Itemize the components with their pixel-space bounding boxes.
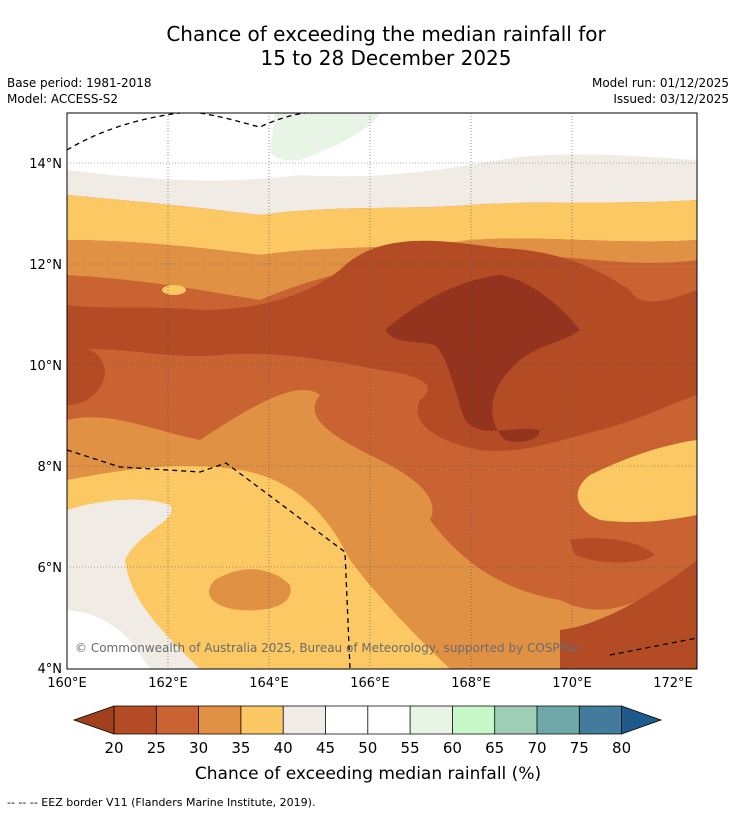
colorbar-seg-25-30	[156, 706, 199, 734]
map-figure: © Commonwealth of Australia 2025, Bureau…	[29, 112, 698, 691]
eez-borders	[66, 112, 698, 670]
colorbar-tick: 30	[189, 739, 208, 757]
lon-tick-162: 162°E	[148, 676, 188, 691]
colorbar-tick: 75	[570, 739, 589, 757]
lat-tick-8: 8°N	[38, 460, 63, 475]
colorbar-segments	[74, 706, 661, 734]
region-35-40-east	[577, 440, 697, 523]
copyright-text: © Commonwealth of Australia 2025, Bureau…	[75, 641, 580, 655]
colorbar-tick: 25	[147, 739, 166, 757]
colorbar-seg-45-50	[325, 706, 368, 734]
title-line-2: 15 to 28 December 2025	[260, 46, 512, 70]
colorbar-tick: 20	[104, 739, 123, 757]
region-45-55-south	[67, 610, 150, 669]
colorbar-seg-70-75	[537, 706, 580, 734]
colorbar-seg-75-80	[579, 706, 622, 734]
rainfall-probability-field	[67, 113, 697, 669]
model-name: Model: ACCESS-S2	[7, 92, 119, 106]
lon-tick-172: 172°E	[653, 676, 693, 691]
lat-tick-12: 12°N	[29, 258, 62, 273]
colorbar-label: Chance of exceeding median rainfall (%)	[194, 764, 542, 784]
meta-right: Model run: 01/12/2025 Issued: 03/12/2025	[592, 75, 729, 107]
colorbar-seg-35-40	[240, 706, 284, 734]
colorbar-tick: 80	[612, 739, 631, 757]
lon-tick-170: 170°E	[552, 676, 592, 691]
lat-tick-10: 10°N	[29, 359, 62, 374]
colorbar-tick: 55	[401, 739, 420, 757]
lat-tick-4: 4°N	[38, 662, 63, 677]
colorbar-seg-60-65	[452, 706, 495, 734]
region-20-25-southeast	[560, 560, 697, 669]
map-title: Chance of exceeding the median rainfall …	[0, 22, 736, 70]
region-20-25-spot	[570, 538, 655, 563]
colorbar-tick: 50	[358, 739, 377, 757]
colorbar-seg-40-45	[283, 706, 326, 734]
map-frame	[66, 112, 698, 670]
colorbar-tick: 60	[443, 739, 462, 757]
colorbar-seg-65-70	[494, 706, 537, 734]
base-period: Base period: 1981-2018	[7, 76, 152, 90]
meta-left: Base period: 1981-2018 Model: ACCESS-S2	[7, 75, 152, 107]
colorbar-outline	[72, 705, 663, 735]
issued-date: Issued: 03/12/2025	[613, 92, 729, 106]
eez-footnote: -- -- -- EEZ border V11 (Flanders Marine…	[7, 796, 316, 809]
colorbar: 20 25 30 35 40 45 50 55 60 65 70 75 80	[72, 705, 663, 757]
colorbar-seg-20-25	[114, 706, 157, 734]
lon-tick-168: 168°E	[451, 676, 491, 691]
colorbar-tick: 70	[527, 739, 546, 757]
colorbar-tick: 45	[316, 739, 335, 757]
colorbar-tick: 65	[485, 739, 504, 757]
lat-tick-6: 6°N	[38, 561, 63, 576]
lon-tick-164: 164°E	[249, 676, 289, 691]
region-35-40-north	[67, 195, 697, 255]
lon-ticks: 160°E 162°E 164°E 166°E 168°E 170°E 172°…	[47, 676, 693, 691]
region-30-35-spot	[209, 569, 291, 611]
graticule	[67, 113, 697, 669]
colorbar-tick: 40	[274, 739, 293, 757]
region-45-55-north	[67, 113, 697, 181]
region-35-40-spot	[162, 285, 186, 295]
lat-tick-14: 14°N	[29, 157, 62, 172]
colorbar-seg-55-60	[410, 706, 453, 734]
colorbar-arrow-low	[74, 706, 114, 734]
colorbar-tick: 35	[231, 739, 250, 757]
colorbar-seg-30-35	[198, 706, 241, 734]
colorbar-arrow-high	[621, 706, 661, 734]
lat-ticks: 14°N 12°N 10°N 8°N 6°N 4°N	[29, 157, 62, 677]
model-run: Model run: 01/12/2025	[591, 76, 729, 90]
region-55-60-north	[270, 113, 380, 161]
colorbar-ticks: 20 25 30 35 40 45 50 55 60 65 70 75 80	[104, 739, 631, 757]
region-20-25-west	[67, 345, 105, 405]
colorbar-seg-50-55	[367, 706, 411, 734]
region-lt20-core	[385, 275, 580, 442]
title-line-1: Chance of exceeding the median rainfall …	[166, 22, 606, 46]
lon-tick-160: 160°E	[47, 676, 87, 691]
lon-tick-166: 166°E	[350, 676, 390, 691]
